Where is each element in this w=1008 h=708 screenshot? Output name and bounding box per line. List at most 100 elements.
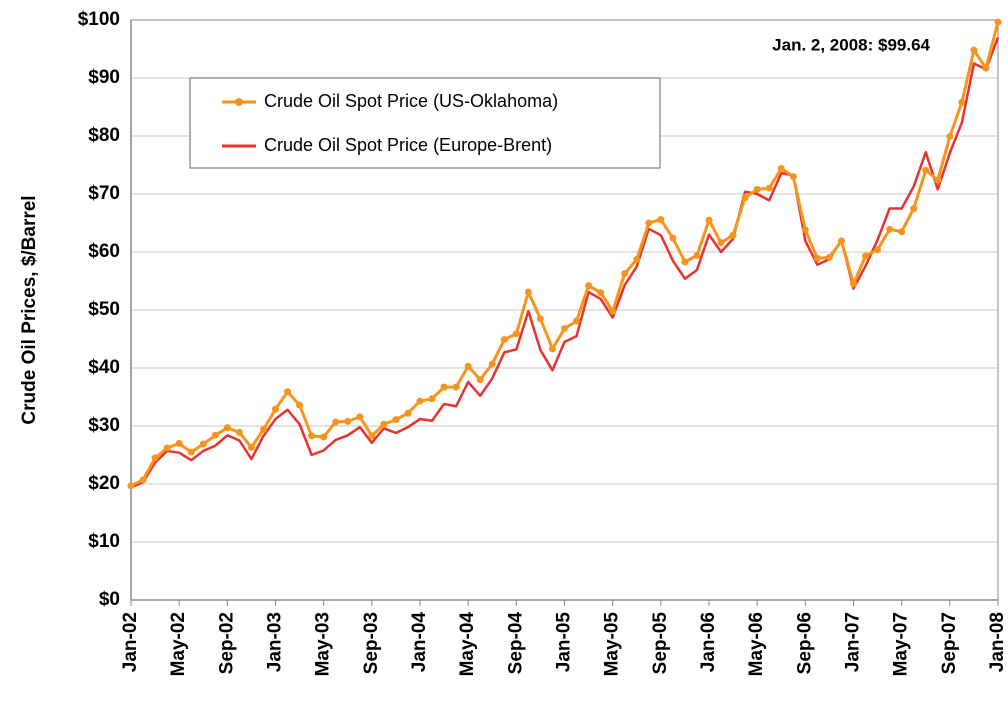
series-marker bbox=[356, 413, 364, 421]
x-tick-label: May-07 bbox=[891, 612, 912, 676]
series-marker bbox=[777, 164, 785, 172]
series-marker bbox=[657, 216, 665, 224]
x-tick-label: May-06 bbox=[746, 612, 767, 676]
y-tick-label: $30 bbox=[88, 415, 120, 436]
series-marker bbox=[958, 98, 966, 106]
x-tick-label: Jan-06 bbox=[698, 612, 719, 672]
x-tick-label: May-03 bbox=[313, 612, 334, 676]
series-marker bbox=[573, 317, 581, 325]
series-marker bbox=[753, 185, 761, 193]
series-marker bbox=[621, 269, 629, 277]
series-marker bbox=[548, 345, 556, 353]
series-marker bbox=[428, 395, 436, 403]
y-tick-label: $0 bbox=[99, 589, 120, 610]
x-tick-label: May-05 bbox=[602, 612, 623, 677]
x-tick-label: Jan-07 bbox=[843, 612, 864, 672]
series-marker bbox=[922, 166, 930, 174]
series-marker bbox=[862, 252, 870, 260]
series-marker bbox=[970, 46, 978, 54]
series-marker bbox=[163, 444, 171, 452]
series-marker bbox=[561, 325, 568, 333]
x-tick-label: May-02 bbox=[168, 612, 189, 676]
series-marker bbox=[705, 216, 713, 224]
x-tick-label: May-04 bbox=[457, 612, 478, 677]
series-marker bbox=[452, 383, 460, 391]
series-marker bbox=[199, 440, 207, 448]
x-tick-label: Jan-03 bbox=[265, 612, 286, 672]
x-tick-label: Sep-02 bbox=[216, 612, 237, 674]
series-marker bbox=[127, 482, 135, 490]
series-marker bbox=[946, 133, 954, 141]
series-marker bbox=[717, 239, 725, 247]
series-marker bbox=[681, 258, 689, 266]
x-tick-label: Jan-02 bbox=[120, 612, 141, 672]
series-marker bbox=[874, 246, 882, 254]
series-marker bbox=[597, 289, 605, 297]
series-marker bbox=[801, 226, 809, 234]
series-marker bbox=[741, 193, 749, 201]
series-marker bbox=[284, 388, 292, 396]
series-marker bbox=[850, 280, 857, 288]
series-marker bbox=[139, 476, 147, 484]
y-tick-label: $20 bbox=[88, 473, 120, 494]
x-tick-label: Sep-05 bbox=[650, 612, 671, 675]
annotation: Jan. 2, 2008: $99.64 bbox=[772, 35, 930, 54]
y-tick-label: $80 bbox=[88, 125, 120, 146]
series-marker bbox=[223, 424, 231, 432]
series-line bbox=[130, 36, 1000, 489]
series-marker bbox=[789, 173, 797, 181]
y-tick-label: $60 bbox=[88, 241, 120, 262]
series-marker bbox=[211, 431, 219, 439]
series-marker bbox=[272, 405, 279, 413]
series-marker bbox=[296, 401, 304, 409]
x-tick-label: Sep-07 bbox=[939, 612, 960, 674]
series-marker bbox=[440, 383, 448, 391]
x-tick-label: Jan-05 bbox=[554, 612, 575, 673]
series-marker bbox=[151, 454, 159, 462]
y-tick-label: $50 bbox=[88, 299, 120, 320]
y-tick-label: $100 bbox=[78, 9, 120, 30]
series-marker bbox=[910, 205, 918, 212]
series-marker bbox=[669, 234, 677, 242]
series-marker bbox=[235, 428, 243, 436]
series-marker bbox=[645, 219, 653, 227]
series-marker bbox=[886, 225, 894, 233]
series-marker bbox=[765, 184, 773, 192]
series-marker bbox=[380, 420, 388, 428]
y-tick-label: $70 bbox=[88, 183, 120, 204]
legend-label: Crude Oil Spot Price (Europe-Brent) bbox=[264, 135, 552, 155]
series-marker bbox=[175, 439, 183, 447]
series-marker bbox=[633, 256, 641, 264]
series-marker bbox=[693, 251, 701, 259]
series-marker bbox=[837, 237, 845, 245]
series-marker bbox=[404, 409, 412, 417]
series-marker bbox=[982, 64, 990, 72]
series-marker bbox=[187, 448, 195, 456]
x-tick-label: Sep-04 bbox=[505, 612, 526, 675]
series-marker bbox=[898, 228, 906, 236]
series-marker bbox=[500, 336, 508, 344]
y-axis-title: Crude Oil Prices, $/Barrel bbox=[19, 195, 40, 424]
legend-box bbox=[189, 77, 661, 169]
series-marker bbox=[392, 416, 400, 424]
y-tick-label: $10 bbox=[88, 531, 120, 552]
x-tick-label: Sep-03 bbox=[361, 612, 382, 674]
x-tick-label: Sep-06 bbox=[794, 612, 815, 674]
series-marker bbox=[536, 315, 544, 323]
series-marker bbox=[729, 231, 737, 239]
legend-marker bbox=[235, 98, 243, 106]
series-marker bbox=[934, 176, 942, 184]
series-marker bbox=[416, 397, 424, 405]
legend-label: Crude Oil Spot Price (US-Oklahoma) bbox=[264, 91, 558, 111]
series-marker bbox=[994, 18, 1002, 26]
series-marker bbox=[512, 330, 520, 338]
series-marker bbox=[476, 376, 484, 384]
series-marker bbox=[368, 432, 376, 440]
series-marker bbox=[609, 307, 617, 315]
series-marker bbox=[488, 360, 496, 368]
series-marker bbox=[259, 425, 267, 433]
series-marker bbox=[320, 433, 328, 441]
series-marker bbox=[813, 254, 821, 262]
series-marker bbox=[332, 418, 340, 426]
